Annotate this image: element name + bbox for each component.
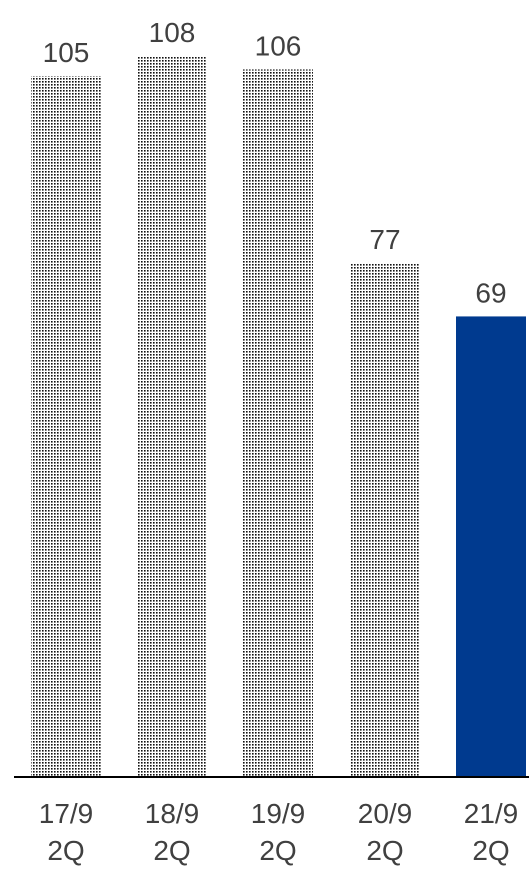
bar-20-9 — [350, 263, 420, 777]
data-labels-layer: 105 108 106 77 69 — [43, 17, 507, 308]
x-tick-label: 20/9 — [358, 798, 413, 829]
x-tick-label-period: 2Q — [472, 835, 509, 866]
bar-18-9 — [137, 56, 207, 778]
x-tick-label: 19/9 — [251, 798, 306, 829]
x-tick-label-period: 2Q — [259, 835, 296, 866]
x-tick-labels-layer: 17/9 2Q 18/9 2Q 19/9 2Q 20/9 2Q 21/9 2Q — [39, 798, 519, 866]
data-label: 69 — [475, 277, 506, 308]
x-tick-label: 17/9 — [39, 798, 94, 829]
bar-21-9 — [456, 316, 526, 777]
x-tick-label-period: 2Q — [366, 835, 403, 866]
x-tick-label-period: 2Q — [153, 835, 190, 866]
data-label: 106 — [255, 30, 302, 61]
bar-19-9 — [243, 69, 313, 777]
data-label: 105 — [43, 37, 90, 68]
x-tick-label-period: 2Q — [47, 835, 84, 866]
x-tick-label: 21/9 — [464, 798, 519, 829]
data-label: 77 — [369, 224, 400, 255]
x-tick-label: 18/9 — [145, 798, 200, 829]
bar-17-9 — [31, 76, 101, 777]
bars-layer — [31, 56, 526, 778]
data-label: 108 — [149, 17, 196, 48]
